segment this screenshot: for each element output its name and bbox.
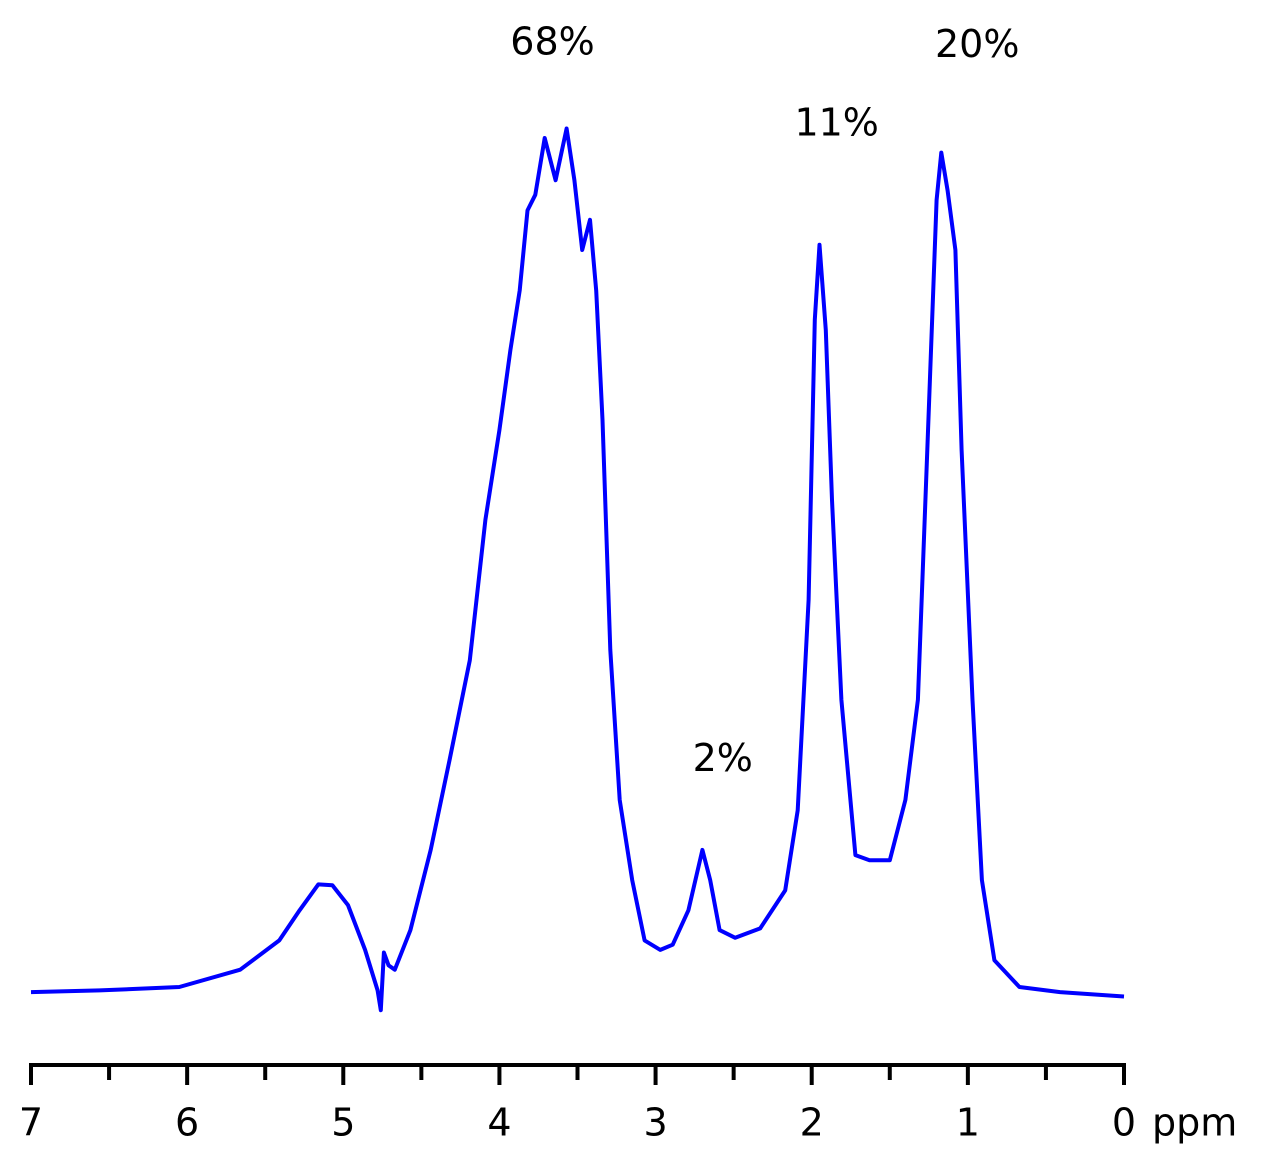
- annotation: 2%: [693, 736, 753, 780]
- x-tick-label: 6: [175, 1101, 199, 1145]
- x-tick-label: 7: [19, 1101, 43, 1145]
- x-tick-label: 3: [643, 1101, 667, 1145]
- annotation: 68%: [510, 20, 594, 64]
- x-tick-label: 2: [800, 1101, 824, 1145]
- x-tick-label: 1: [956, 1101, 980, 1145]
- spectrum-line: [30, 126, 1125, 1013]
- x-tick-label: 4: [487, 1101, 511, 1145]
- x-tick-label: 0: [1112, 1101, 1136, 1145]
- x-axis-label: ppm: [1152, 1101, 1237, 1145]
- annotation: 11%: [794, 101, 878, 145]
- x-tick-label: 5: [331, 1101, 355, 1145]
- annotation: 20%: [935, 22, 1019, 66]
